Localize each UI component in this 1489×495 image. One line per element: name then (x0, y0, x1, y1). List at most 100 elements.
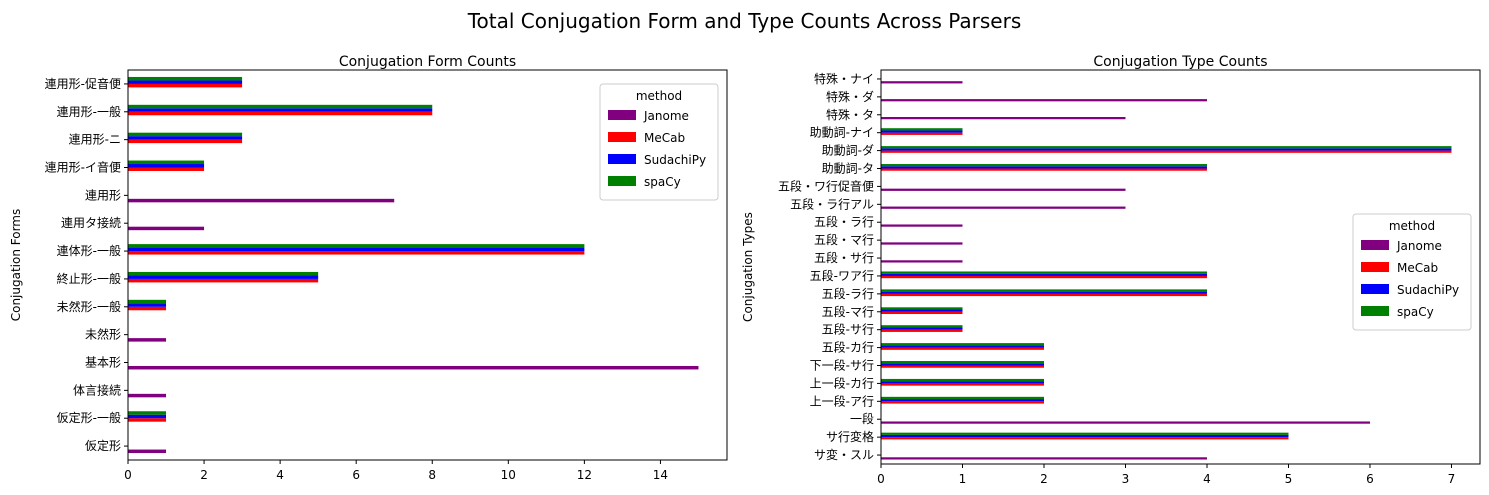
bar-janome (881, 224, 963, 227)
bar-mecab (128, 111, 433, 116)
y-tick-label: 一段 (850, 411, 874, 426)
y-tick-label: 五段-ワア行 (810, 268, 874, 283)
bar-spacy (128, 299, 167, 304)
legend-swatch-janome (608, 110, 636, 120)
bar-mecab (881, 168, 1207, 171)
x-tick-label: 1 (959, 472, 967, 486)
x-tick-label: 2 (1040, 472, 1048, 486)
bar-mecab (881, 383, 1044, 386)
bar-mecab (881, 293, 1207, 297)
y-tick-label: 基本形 (85, 356, 121, 370)
bar-spacy (881, 378, 1044, 382)
y-tick-label: 体言接続 (73, 382, 121, 397)
y-tick-label: 下一段-サ行 (810, 358, 874, 373)
y-tick-label: 助動詞-タ (822, 162, 874, 176)
x-tick-label: 12 (577, 468, 592, 482)
x-tick-label: 0 (877, 472, 885, 486)
legend-swatch-sudachipy (1361, 284, 1389, 294)
legend-swatch-mecab (1361, 262, 1389, 272)
bar-janome (881, 206, 1126, 209)
bar-sudachipy (128, 303, 167, 307)
bar-spacy (881, 271, 1207, 274)
bar-sudachipy (128, 414, 167, 419)
y-tick-label: 五段-ラ行 (822, 286, 874, 301)
y-tick-label: 連用形 (85, 188, 121, 202)
bar-janome (881, 457, 1207, 460)
legend-label-janome: Janome (643, 109, 689, 123)
bar-sudachipy (881, 327, 963, 330)
bar-spacy (128, 160, 205, 165)
legend-label-mecab: MeCab (1397, 261, 1438, 275)
bar-mecab (881, 275, 1207, 279)
y-tick-label: 連用タ接続 (61, 215, 121, 230)
bar-sudachipy (128, 80, 243, 84)
legend-label-mecab: MeCab (644, 131, 685, 145)
y-tick-label: 特殊・ナイ (814, 71, 874, 86)
legend-label-sudachipy: SudachiPy (644, 153, 706, 167)
y-axis-title: Conjugation Forms (9, 209, 23, 322)
y-tick-label: 連用形-イ音便 (45, 160, 121, 175)
x-tick-label: 0 (124, 468, 132, 482)
plot-frame (127, 69, 728, 461)
legend-label-spacy: spaCy (644, 175, 681, 189)
x-tick-label: 3 (1122, 472, 1130, 486)
y-tick-label: 五段・マ行 (814, 232, 874, 247)
y-tick-label: 連用形-促音便 (45, 76, 121, 91)
bar-janome (128, 365, 699, 370)
bar-sudachipy (881, 345, 1044, 348)
y-tick-label: 五段・ラ行アル (790, 196, 874, 211)
bar-spacy (881, 128, 963, 131)
bar-janome (881, 117, 1126, 120)
x-tick-label: 6 (352, 468, 360, 482)
legend-swatch-spacy (608, 176, 636, 186)
bar-sudachipy (881, 166, 1207, 169)
bar-janome (881, 421, 1370, 424)
conjugation-form-chart: Conjugation Form Counts Conjugation Forms… (9, 54, 728, 482)
bar-mecab (881, 311, 963, 315)
legend-label-janome: Janome (1396, 239, 1442, 253)
bar-janome (128, 338, 167, 342)
chart-title: Conjugation Form Counts (339, 54, 516, 70)
y-tick-label: 五段・サ行 (814, 250, 874, 265)
bar-sudachipy (128, 247, 585, 252)
y-tick-label: サ行変格 (826, 429, 874, 444)
legend-swatch-spacy (1361, 306, 1389, 316)
bar-spacy (881, 164, 1207, 167)
bar-mecab (128, 251, 585, 255)
bar-janome (881, 188, 1126, 191)
x-tick-label: 10 (501, 468, 516, 482)
bar-sudachipy (128, 164, 205, 168)
bar-spacy (881, 307, 963, 310)
y-tick-label: 連用形-一般 (57, 104, 121, 119)
y-tick-label: 連用形-ニ (69, 133, 121, 147)
y-tick-label: 特殊・タ (826, 107, 874, 122)
plot-frame (880, 69, 1481, 465)
bar-spacy (128, 132, 243, 137)
bar-janome (881, 260, 963, 263)
x-tick-label: 5 (1285, 472, 1293, 486)
legend-swatch-sudachipy (608, 154, 636, 164)
legend: method Janome MeCab SudachiPy spaCy (1352, 213, 1472, 331)
bar-mecab (881, 401, 1044, 404)
bar-sudachipy (881, 309, 963, 312)
y-tick-label: 五段・ラ行 (814, 214, 874, 229)
bar-janome (881, 81, 963, 84)
bar-mecab (881, 365, 1044, 368)
bar-janome (128, 393, 167, 398)
legend: method Janome MeCab SudachiPy spaCy (599, 83, 719, 201)
bar-mecab (128, 139, 243, 144)
x-tick-label: 7 (1448, 472, 1456, 486)
y-tick-label: 仮定形-一般 (57, 410, 121, 425)
y-tick-label: 終止形-一般 (57, 271, 121, 286)
bar-sudachipy (128, 136, 243, 140)
bar-janome (128, 198, 395, 203)
x-tick-label: 8 (428, 468, 436, 482)
bar-sudachipy (881, 434, 1289, 438)
x-tick-label: 14 (653, 468, 668, 482)
y-tick-label: サ変・スル (814, 447, 874, 462)
bar-janome (128, 226, 205, 231)
bar-spacy (881, 325, 963, 328)
y-tick-label: 特殊・ダ (826, 89, 874, 104)
bar-janome (128, 449, 167, 454)
